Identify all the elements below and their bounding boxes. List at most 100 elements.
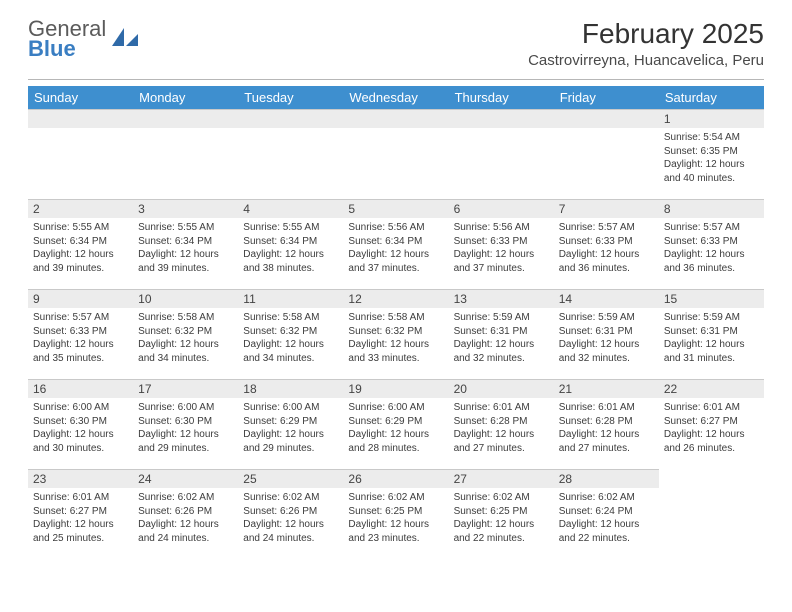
day-details: Sunrise: 5:59 AMSunset: 6:31 PMDaylight:… bbox=[554, 308, 659, 371]
day-number: 9 bbox=[28, 289, 133, 308]
calendar-cell: 17Sunrise: 6:00 AMSunset: 6:30 PMDayligh… bbox=[133, 379, 238, 469]
day-details: Sunrise: 6:02 AMSunset: 6:26 PMDaylight:… bbox=[238, 488, 343, 551]
brand-bottom: Blue bbox=[28, 38, 106, 60]
daylight-line: Daylight: 12 hours and 32 minutes. bbox=[454, 338, 549, 365]
sunrise-line: Sunrise: 5:55 AM bbox=[243, 221, 338, 235]
day-details: Sunrise: 6:02 AMSunset: 6:26 PMDaylight:… bbox=[133, 488, 238, 551]
calendar-body: 1Sunrise: 5:54 AMSunset: 6:35 PMDaylight… bbox=[28, 109, 764, 559]
daylight-line: Daylight: 12 hours and 39 minutes. bbox=[33, 248, 128, 275]
sunset-line: Sunset: 6:26 PM bbox=[243, 505, 338, 519]
brand-sail-icon bbox=[110, 26, 140, 48]
sunrise-line: Sunrise: 6:00 AM bbox=[33, 401, 128, 415]
daylight-line: Daylight: 12 hours and 33 minutes. bbox=[348, 338, 443, 365]
calendar-cell: 28Sunrise: 6:02 AMSunset: 6:24 PMDayligh… bbox=[554, 469, 659, 559]
day-details: Sunrise: 5:55 AMSunset: 6:34 PMDaylight:… bbox=[133, 218, 238, 281]
sunrise-line: Sunrise: 5:56 AM bbox=[454, 221, 549, 235]
calendar-cell: 11Sunrise: 5:58 AMSunset: 6:32 PMDayligh… bbox=[238, 289, 343, 379]
calendar-cell bbox=[659, 469, 764, 559]
empty-day bbox=[343, 109, 448, 128]
sunrise-line: Sunrise: 5:57 AM bbox=[559, 221, 654, 235]
sunset-line: Sunset: 6:34 PM bbox=[243, 235, 338, 249]
sunset-line: Sunset: 6:34 PM bbox=[348, 235, 443, 249]
calendar-cell bbox=[133, 109, 238, 199]
day-details: Sunrise: 6:02 AMSunset: 6:25 PMDaylight:… bbox=[343, 488, 448, 551]
daylight-line: Daylight: 12 hours and 32 minutes. bbox=[559, 338, 654, 365]
daylight-line: Daylight: 12 hours and 23 minutes. bbox=[348, 518, 443, 545]
sunset-line: Sunset: 6:33 PM bbox=[33, 325, 128, 339]
day-number: 21 bbox=[554, 379, 659, 398]
calendar-row: 16Sunrise: 6:00 AMSunset: 6:30 PMDayligh… bbox=[28, 379, 764, 469]
day-number: 6 bbox=[449, 199, 554, 218]
calendar-cell bbox=[343, 109, 448, 199]
day-details: Sunrise: 6:00 AMSunset: 6:30 PMDaylight:… bbox=[28, 398, 133, 461]
sunrise-line: Sunrise: 6:02 AM bbox=[138, 491, 233, 505]
sunset-line: Sunset: 6:30 PM bbox=[33, 415, 128, 429]
day-details: Sunrise: 5:57 AMSunset: 6:33 PMDaylight:… bbox=[28, 308, 133, 371]
calendar-cell: 20Sunrise: 6:01 AMSunset: 6:28 PMDayligh… bbox=[449, 379, 554, 469]
sunrise-line: Sunrise: 5:58 AM bbox=[348, 311, 443, 325]
calendar-cell: 5Sunrise: 5:56 AMSunset: 6:34 PMDaylight… bbox=[343, 199, 448, 289]
sunrise-line: Sunrise: 6:02 AM bbox=[348, 491, 443, 505]
daylight-line: Daylight: 12 hours and 27 minutes. bbox=[454, 428, 549, 455]
sunrise-line: Sunrise: 6:02 AM bbox=[559, 491, 654, 505]
day-details: Sunrise: 5:57 AMSunset: 6:33 PMDaylight:… bbox=[659, 218, 764, 281]
brand-logo: General Blue bbox=[28, 18, 140, 60]
sunset-line: Sunset: 6:33 PM bbox=[454, 235, 549, 249]
sunset-line: Sunset: 6:28 PM bbox=[454, 415, 549, 429]
calendar-row: 9Sunrise: 5:57 AMSunset: 6:33 PMDaylight… bbox=[28, 289, 764, 379]
weekday-header-row: SundayMondayTuesdayWednesdayThursdayFrid… bbox=[28, 86, 764, 109]
sunset-line: Sunset: 6:34 PM bbox=[33, 235, 128, 249]
sunrise-line: Sunrise: 6:02 AM bbox=[243, 491, 338, 505]
sunset-line: Sunset: 6:33 PM bbox=[664, 235, 759, 249]
day-details: Sunrise: 5:59 AMSunset: 6:31 PMDaylight:… bbox=[659, 308, 764, 371]
daylight-line: Daylight: 12 hours and 29 minutes. bbox=[243, 428, 338, 455]
day-details: Sunrise: 5:55 AMSunset: 6:34 PMDaylight:… bbox=[28, 218, 133, 281]
empty-day bbox=[554, 109, 659, 128]
weekday-header: Wednesday bbox=[343, 86, 448, 109]
daylight-line: Daylight: 12 hours and 40 minutes. bbox=[664, 158, 759, 185]
sunset-line: Sunset: 6:26 PM bbox=[138, 505, 233, 519]
daylight-line: Daylight: 12 hours and 30 minutes. bbox=[33, 428, 128, 455]
daylight-line: Daylight: 12 hours and 28 minutes. bbox=[348, 428, 443, 455]
sunrise-line: Sunrise: 6:01 AM bbox=[454, 401, 549, 415]
calendar-cell: 18Sunrise: 6:00 AMSunset: 6:29 PMDayligh… bbox=[238, 379, 343, 469]
day-number: 3 bbox=[133, 199, 238, 218]
calendar-cell: 1Sunrise: 5:54 AMSunset: 6:35 PMDaylight… bbox=[659, 109, 764, 199]
day-details: Sunrise: 6:02 AMSunset: 6:25 PMDaylight:… bbox=[449, 488, 554, 551]
calendar-cell: 24Sunrise: 6:02 AMSunset: 6:26 PMDayligh… bbox=[133, 469, 238, 559]
day-number: 19 bbox=[343, 379, 448, 398]
day-details: Sunrise: 6:00 AMSunset: 6:29 PMDaylight:… bbox=[343, 398, 448, 461]
weekday-header: Sunday bbox=[28, 86, 133, 109]
day-details: Sunrise: 6:01 AMSunset: 6:27 PMDaylight:… bbox=[28, 488, 133, 551]
sunrise-line: Sunrise: 6:00 AM bbox=[243, 401, 338, 415]
weekday-header: Saturday bbox=[659, 86, 764, 109]
calendar-cell bbox=[554, 109, 659, 199]
weekday-header: Thursday bbox=[449, 86, 554, 109]
calendar-cell: 19Sunrise: 6:00 AMSunset: 6:29 PMDayligh… bbox=[343, 379, 448, 469]
calendar-cell: 6 Sunrise: 5:56 AMSunset: 6:33 PMDaylight… bbox=[449, 199, 554, 289]
calendar-cell: 22Sunrise: 6:01 AMSunset: 6:27 PMDayligh… bbox=[659, 379, 764, 469]
day-details: Sunrise: 6:01 AMSunset: 6:28 PMDaylight:… bbox=[449, 398, 554, 461]
day-number: 8 bbox=[659, 199, 764, 218]
sunrise-line: Sunrise: 6:01 AM bbox=[559, 401, 654, 415]
sunrise-line: Sunrise: 6:02 AM bbox=[454, 491, 549, 505]
header-rule bbox=[28, 79, 764, 80]
day-details: Sunrise: 6:00 AMSunset: 6:30 PMDaylight:… bbox=[133, 398, 238, 461]
sunset-line: Sunset: 6:27 PM bbox=[33, 505, 128, 519]
sunrise-line: Sunrise: 5:57 AM bbox=[33, 311, 128, 325]
sunrise-line: Sunrise: 6:00 AM bbox=[138, 401, 233, 415]
day-details: Sunrise: 5:58 AMSunset: 6:32 PMDaylight:… bbox=[238, 308, 343, 371]
calendar-cell: 16Sunrise: 6:00 AMSunset: 6:30 PMDayligh… bbox=[28, 379, 133, 469]
daylight-line: Daylight: 12 hours and 38 minutes. bbox=[243, 248, 338, 275]
daylight-line: Daylight: 12 hours and 34 minutes. bbox=[243, 338, 338, 365]
day-details: Sunrise: 6:00 AMSunset: 6:29 PMDaylight:… bbox=[238, 398, 343, 461]
daylight-line: Daylight: 12 hours and 37 minutes. bbox=[348, 248, 443, 275]
sunset-line: Sunset: 6:30 PM bbox=[138, 415, 233, 429]
daylight-line: Daylight: 12 hours and 34 minutes. bbox=[138, 338, 233, 365]
header: General Blue February 2025 Castrovirreyn… bbox=[28, 18, 764, 69]
calendar-cell bbox=[449, 109, 554, 199]
daylight-line: Daylight: 12 hours and 37 minutes. bbox=[454, 248, 549, 275]
month-title: February 2025 bbox=[528, 18, 764, 50]
day-number: 11 bbox=[238, 289, 343, 308]
daylight-line: Daylight: 12 hours and 36 minutes. bbox=[559, 248, 654, 275]
